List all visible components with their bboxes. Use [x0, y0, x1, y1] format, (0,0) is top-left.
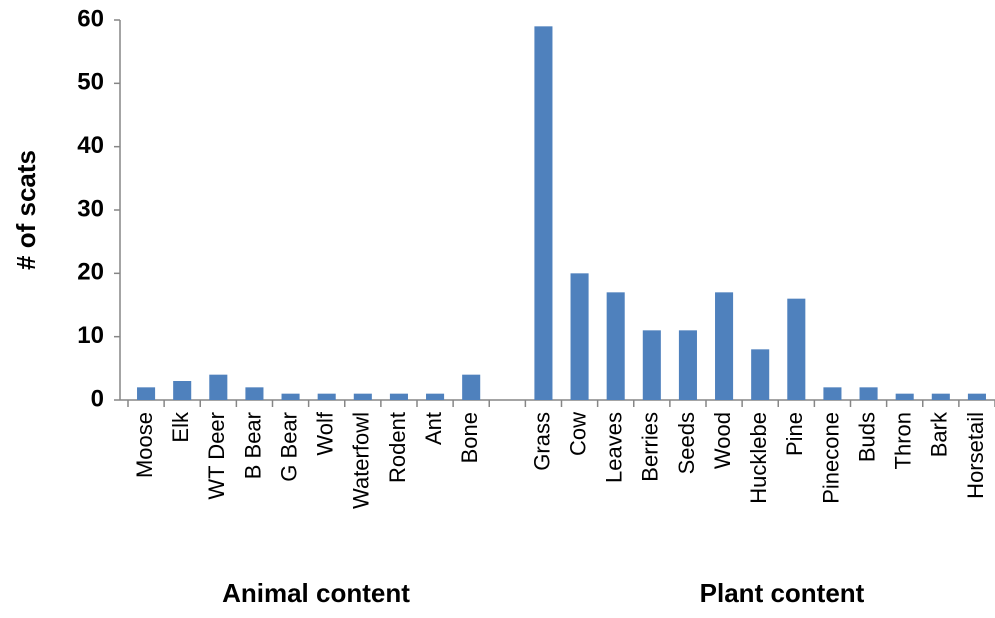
x-tick-label: Waterfowl	[349, 412, 374, 509]
bar	[931, 393, 950, 400]
group-label: Animal content	[222, 578, 410, 608]
y-tick-label: 20	[77, 259, 104, 286]
x-tick-label: Leaves	[602, 412, 627, 483]
x-tick-label: Rodent	[385, 412, 410, 483]
y-tick-label: 10	[77, 322, 104, 349]
y-tick-label: 30	[77, 195, 104, 222]
x-tick-label: G Bear	[276, 412, 301, 482]
bar	[715, 292, 734, 400]
x-tick-label: Grass	[529, 412, 554, 471]
bar	[823, 387, 842, 400]
bar	[787, 298, 806, 400]
x-tick-label: Hucklebe	[746, 412, 771, 504]
bar	[967, 393, 986, 400]
x-tick-label: WT Deer	[204, 412, 229, 500]
bar	[173, 381, 192, 400]
x-tick-label: Berries	[638, 412, 663, 482]
bar	[534, 26, 553, 400]
x-tick-label: Horsetail	[963, 412, 988, 499]
bar	[317, 393, 336, 400]
x-tick-label: Seeds	[674, 412, 699, 474]
y-tick-label: 0	[91, 385, 104, 412]
x-tick-label: Pinecone	[818, 412, 843, 504]
y-axis-label: # of scats	[11, 150, 41, 270]
bar	[642, 330, 661, 400]
x-tick-label: Wood	[710, 412, 735, 469]
x-tick-label: Thron	[891, 412, 916, 469]
bar	[426, 393, 445, 400]
bar	[209, 374, 228, 400]
bar	[353, 393, 372, 400]
bar	[389, 393, 408, 400]
y-tick-label: 60	[77, 5, 104, 32]
x-tick-label: Wolf	[313, 411, 338, 455]
x-tick-label: Pine	[782, 412, 807, 456]
x-tick-label: Bark	[927, 411, 952, 457]
bar	[895, 393, 914, 400]
bar	[751, 349, 770, 400]
group-label: Plant content	[700, 578, 865, 608]
bar	[281, 393, 300, 400]
bar	[245, 387, 264, 400]
bar	[137, 387, 156, 400]
x-tick-label: Bone	[457, 412, 482, 463]
bar	[678, 330, 697, 400]
y-tick-label: 50	[77, 69, 104, 96]
x-tick-label: Elk	[168, 411, 193, 443]
y-tick-label: 40	[77, 132, 104, 159]
x-tick-label: Ant	[421, 412, 446, 445]
x-tick-label: Moose	[132, 412, 157, 478]
x-tick-label: Cow	[565, 412, 590, 456]
x-tick-label: B Bear	[240, 412, 265, 479]
bar	[859, 387, 878, 400]
bar	[462, 374, 481, 400]
x-tick-label: Buds	[854, 412, 879, 462]
bar	[606, 292, 625, 400]
bar	[570, 273, 589, 400]
